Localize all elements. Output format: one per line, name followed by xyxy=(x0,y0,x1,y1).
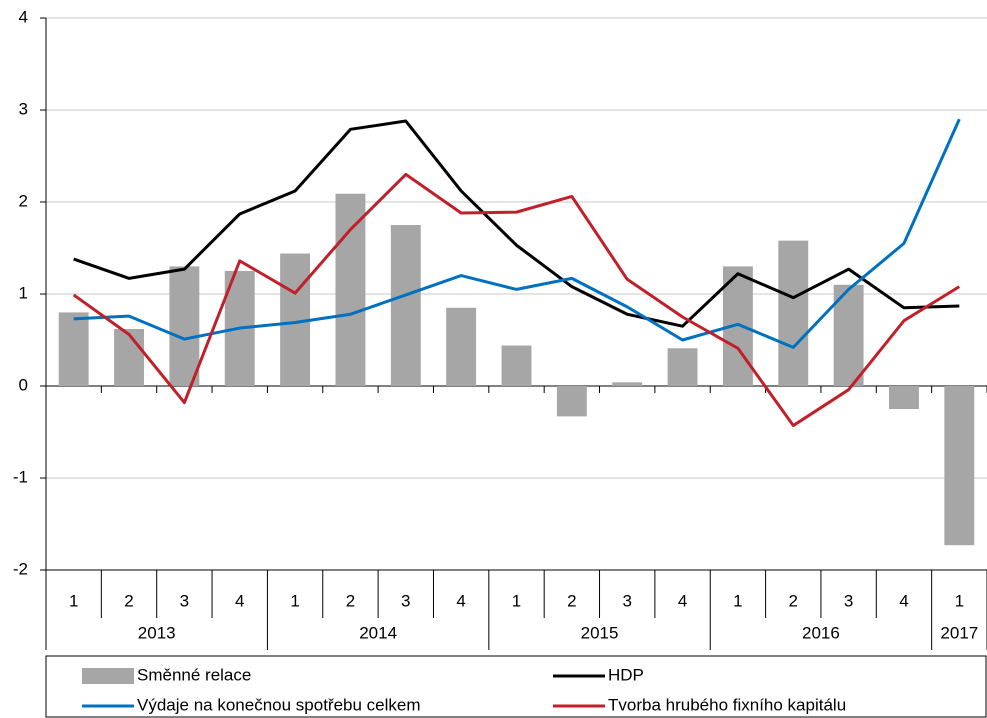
bar xyxy=(58,312,89,386)
line xyxy=(73,118,961,349)
x-tick-label: 1 xyxy=(512,591,521,610)
y-tick-label: -2 xyxy=(13,559,28,578)
x-tick-label: 2 xyxy=(567,591,576,610)
bar xyxy=(335,193,366,386)
x-tick-label: 1 xyxy=(290,591,299,610)
y-tick-label: 2 xyxy=(19,191,28,210)
legend-label: Tvorba hrubého fixního kapitálu xyxy=(608,695,846,714)
x-tick-label: 4 xyxy=(456,591,465,610)
bar xyxy=(114,328,144,386)
y-tick-label: 4 xyxy=(19,7,28,26)
y-tick-label: -1 xyxy=(13,467,28,486)
line xyxy=(73,119,960,328)
bar xyxy=(556,386,587,417)
x-group-label: 2017 xyxy=(940,623,978,642)
line xyxy=(72,172,961,428)
x-tick-label: 3 xyxy=(401,591,410,610)
bar xyxy=(390,225,421,386)
bar xyxy=(169,266,200,386)
x-tick-label: 1 xyxy=(733,591,742,610)
x-group-label: 2016 xyxy=(802,623,840,642)
y-tick-label: 3 xyxy=(19,99,28,118)
x-group-label: 2014 xyxy=(359,623,397,642)
y-tick-label: 1 xyxy=(19,283,28,302)
bar xyxy=(889,386,919,409)
x-tick-label: 4 xyxy=(235,591,244,610)
x-group-label: 2013 xyxy=(138,623,176,642)
legend-box xyxy=(45,655,987,718)
legend-swatch xyxy=(82,668,134,684)
legend-label: Výdaje na konečnou spotřebu celkem xyxy=(137,695,421,714)
legend-label: Směnné relace xyxy=(137,665,251,684)
x-tick-label: 3 xyxy=(180,591,189,610)
x-tick-label: 3 xyxy=(844,591,853,610)
x-group-label: 2015 xyxy=(581,623,619,642)
x-tick-label: 2 xyxy=(124,591,133,610)
x-tick-label: 4 xyxy=(899,591,908,610)
bar xyxy=(446,307,477,386)
x-tick-label: 2 xyxy=(789,591,798,610)
x-tick-label: 1 xyxy=(955,591,964,610)
x-tick-label: 4 xyxy=(678,591,687,610)
bar xyxy=(667,348,698,386)
bar xyxy=(778,240,809,386)
bar xyxy=(612,382,643,386)
x-tick-label: 2 xyxy=(346,591,355,610)
bar xyxy=(944,386,975,546)
bar xyxy=(501,345,532,386)
x-tick-label: 1 xyxy=(69,591,78,610)
x-tick-label: 3 xyxy=(622,591,631,610)
legend-label: HDP xyxy=(608,665,644,684)
y-tick-label: 0 xyxy=(19,375,28,394)
